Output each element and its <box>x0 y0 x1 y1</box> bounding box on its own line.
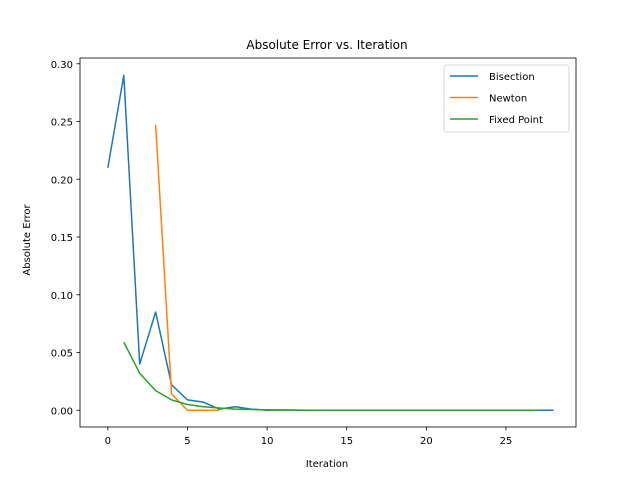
legend-label: Newton <box>489 94 527 105</box>
axes-frame <box>79 57 577 428</box>
legend-label: Bisection <box>489 72 535 83</box>
x-tick-label: 25 <box>500 436 513 447</box>
x-tick-label: 20 <box>420 436 433 447</box>
y-tick-label: 0.30 <box>51 60 73 71</box>
x-axis-label: Iteration <box>306 459 348 470</box>
y-tick-label: 0.20 <box>51 175 73 186</box>
y-tick-label: 0.25 <box>51 118 73 129</box>
series-line-newton <box>154 124 220 411</box>
legend: Bisection Newton Fixed Point <box>443 64 570 133</box>
y-axis-label: Absolute Error <box>22 203 33 275</box>
chart-title: Absolute Error vs. Iteration <box>246 38 407 52</box>
axis-ticks: 0 5 10 15 20 25 0.00 0.05 0.10 0.15 0.20 0.25 0.30 <box>51 60 513 447</box>
y-tick-label: 0.05 <box>51 349 73 360</box>
x-tick-label: 5 <box>184 436 190 447</box>
plot-area <box>107 74 554 411</box>
y-tick-label: 0.10 <box>51 291 73 302</box>
series-line-fixed-point <box>123 341 538 411</box>
x-tick-label: 15 <box>340 436 353 447</box>
x-tick-label: 10 <box>261 436 274 447</box>
y-tick-label: 0.00 <box>51 406 73 417</box>
legend-frame <box>443 64 570 133</box>
x-tick-label: 0 <box>105 436 111 447</box>
y-tick-label: 0.15 <box>51 233 73 244</box>
legend-label: Fixed Point <box>489 115 543 126</box>
